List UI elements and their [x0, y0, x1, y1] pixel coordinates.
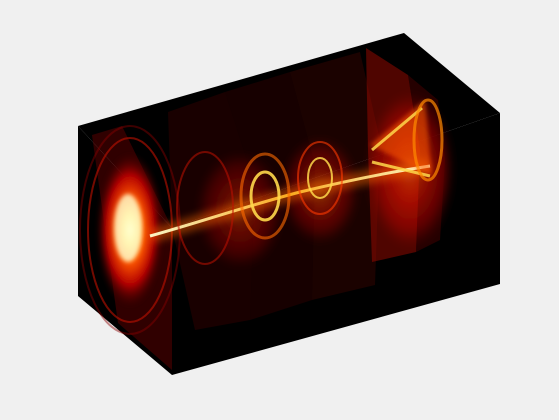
middle-rings — [176, 141, 343, 265]
slice-4 — [290, 52, 380, 300]
box-top-face — [78, 33, 500, 228]
back-cone — [370, 98, 444, 182]
